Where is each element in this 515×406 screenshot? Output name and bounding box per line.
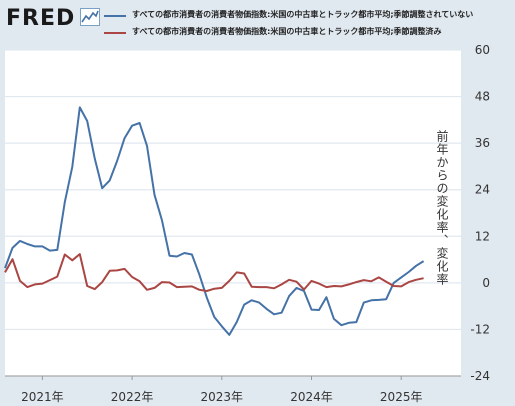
y-tick-label: 12 <box>475 229 490 243</box>
header: FRED すべての都市消費者の消費者物価指数:米国の中古車とトラック都市平均;季… <box>0 0 515 44</box>
y-tick-label: 0 <box>482 276 490 290</box>
plot-background <box>5 50 461 376</box>
legend: すべての都市消費者の消費者物価指数:米国の中古車とトラック都市平均;季節調整され… <box>104 8 515 42</box>
series-line-adjusted <box>4 253 424 292</box>
legend-swatch-unadjusted <box>104 15 126 17</box>
y-tick-label: -12 <box>470 322 490 336</box>
legend-item-adjusted[interactable]: すべての都市消費者の消費者物価指数:米国の中古車とトラック都市平均;季節調整済み <box>104 25 515 42</box>
series-line-unadjusted <box>4 106 425 336</box>
x-tick-label: 2022年 <box>111 390 154 404</box>
y-tick-label: 60 <box>475 43 490 57</box>
x-tick-label: 2024年 <box>290 390 333 404</box>
legend-item-unadjusted[interactable]: すべての都市消費者の消費者物価指数:米国の中古車とトラック都市平均;季節調整され… <box>104 8 515 25</box>
y-tick-label: -24 <box>470 369 490 383</box>
legend-label-unadjusted: すべての都市消費者の消費者物価指数:米国の中古車とトラック都市平均;季節調整され… <box>132 10 474 19</box>
y-tick-label: 48 <box>475 90 490 104</box>
y-tick-label: 36 <box>475 136 490 150</box>
legend-swatch-adjusted <box>104 32 126 34</box>
legend-label-adjusted: すべての都市消費者の消費者物価指数:米国の中古車とトラック都市平均;季節調整済み <box>132 27 442 36</box>
x-tick-label: 2021年 <box>21 390 64 404</box>
x-tick-label: 2023年 <box>201 390 244 404</box>
y-tick-label: 24 <box>475 183 490 197</box>
line-chart-icon <box>80 8 100 26</box>
fred-logo[interactable]: FRED <box>6 6 76 31</box>
x-tick-label: 2025年 <box>380 390 423 404</box>
y-axis-label: 前年からの変化率、変化率 <box>435 130 449 286</box>
